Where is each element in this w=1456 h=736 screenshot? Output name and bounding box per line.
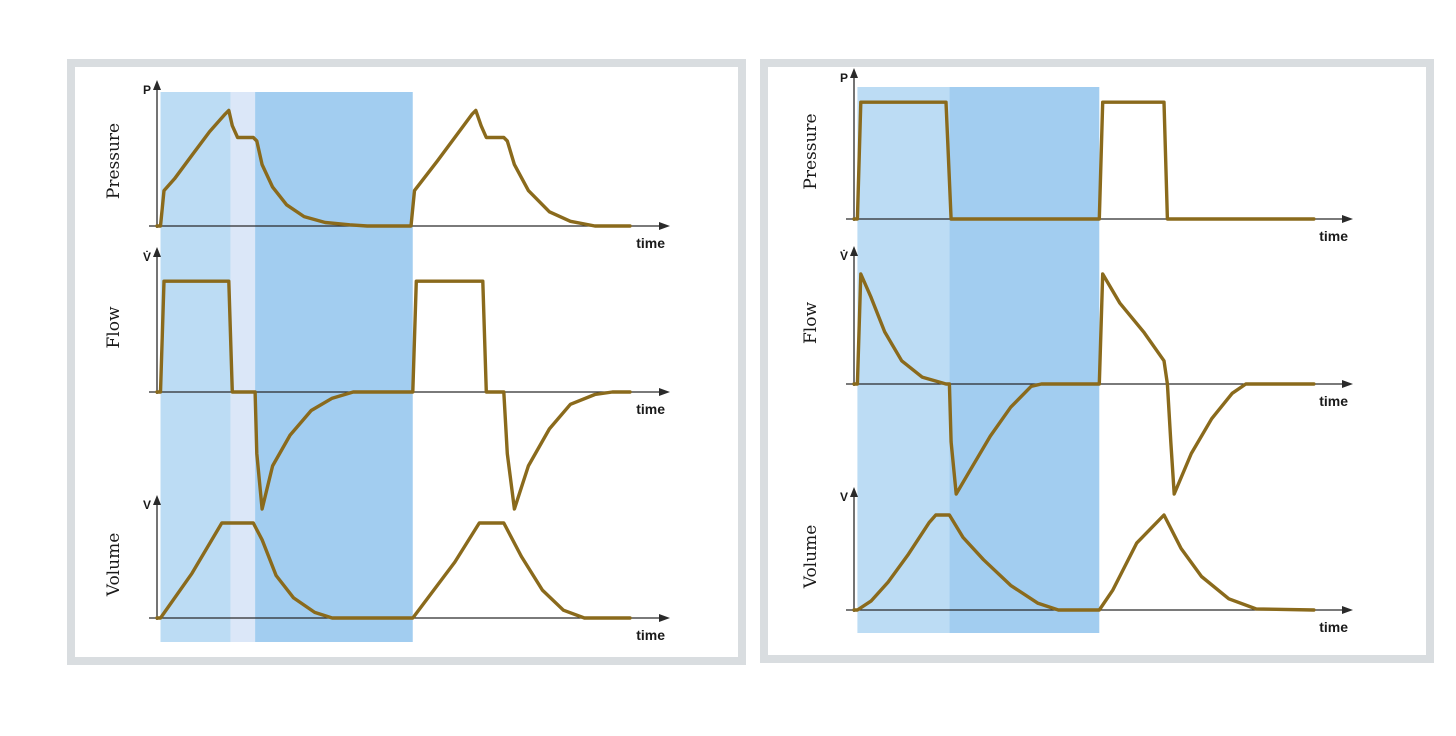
- series-volume: [852, 513, 1316, 612]
- y-symbol-pressure: P: [143, 83, 151, 97]
- y-symbol-volume: V: [143, 498, 151, 512]
- y-label-flow: Flow: [801, 302, 821, 344]
- y-label-volume: Volume: [104, 533, 124, 598]
- y-symbol-flow: V̇: [840, 248, 848, 263]
- x-label-time: time: [1319, 619, 1348, 635]
- x-axis-arrow: [659, 388, 670, 396]
- x-label-time: time: [636, 235, 665, 251]
- series-volume: [155, 521, 632, 620]
- y-axis-arrow: [153, 247, 161, 257]
- phase-band-2: [230, 92, 256, 642]
- x-axis-arrow: [659, 614, 670, 622]
- y-symbol-flow: V̇: [143, 249, 151, 264]
- x-axis-arrow: [1342, 380, 1353, 388]
- x-axis-arrow: [1342, 606, 1353, 614]
- phase-band-3: [255, 92, 413, 642]
- phase-band-2: [949, 87, 1100, 633]
- x-label-time: time: [1319, 393, 1348, 409]
- y-label-volume: Volume: [801, 525, 821, 590]
- x-label-time: time: [636, 401, 665, 417]
- series-pressure: [155, 108, 632, 228]
- y-label-pressure: Pressure: [104, 123, 124, 199]
- series-pressure: [852, 100, 1316, 221]
- phase-band-1: [160, 92, 231, 642]
- x-axis-arrow: [659, 222, 670, 230]
- x-label-time: time: [1319, 228, 1348, 244]
- y-axis-arrow: [850, 246, 858, 256]
- x-label-time: time: [636, 627, 665, 643]
- x-axis-arrow: [1342, 215, 1353, 223]
- y-label-pressure: Pressure: [801, 113, 821, 189]
- y-symbol-volume: V: [840, 490, 848, 504]
- y-axis-arrow: [850, 487, 858, 497]
- y-axis-arrow: [153, 80, 161, 90]
- y-axis-arrow: [850, 68, 858, 78]
- series-flow: [155, 279, 632, 511]
- y-label-flow: Flow: [104, 306, 124, 348]
- series-flow: [852, 272, 1316, 496]
- y-axis-arrow: [153, 495, 161, 505]
- y-symbol-pressure: P: [840, 71, 848, 85]
